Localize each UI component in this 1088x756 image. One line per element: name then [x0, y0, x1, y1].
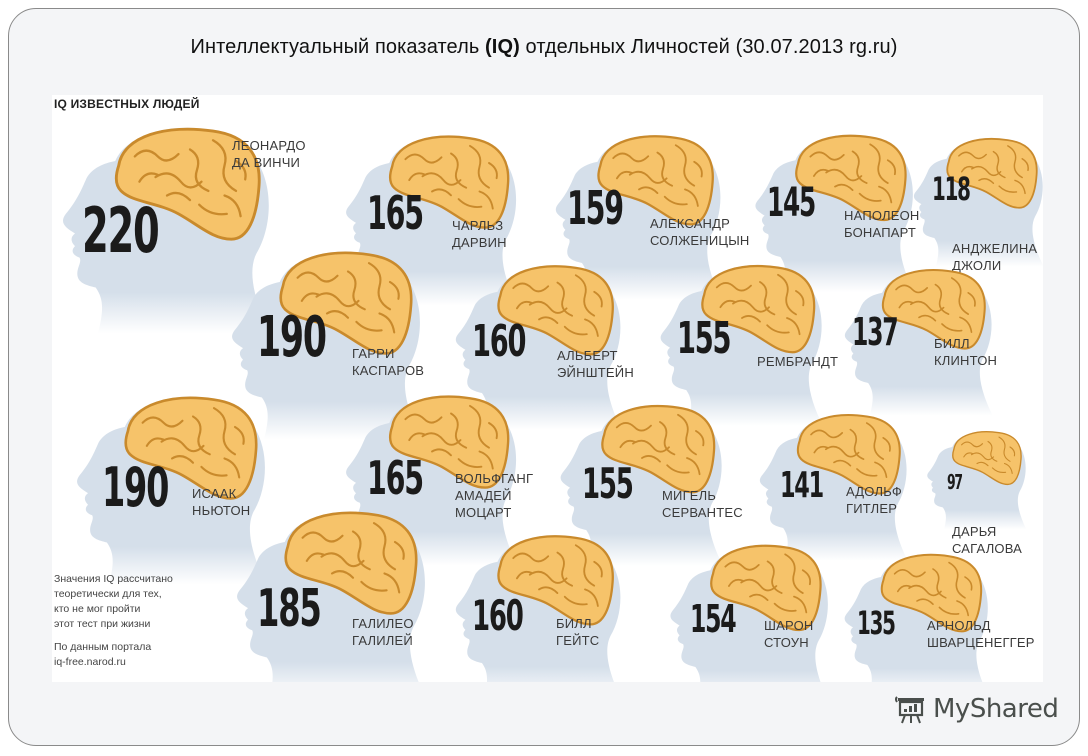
- iq-value: 165: [367, 186, 424, 240]
- slide-title: Интеллектуальный показатель (IQ) отдельн…: [0, 36, 1088, 59]
- title-text: Интеллектуальный показатель: [190, 36, 486, 58]
- person-name: Адольф Гитлер: [846, 484, 903, 516]
- iq-value: 185: [257, 579, 322, 639]
- iq-value: 190: [257, 305, 327, 370]
- title-text-rest: отдельных Личностей (30.07.2013 rg.ru): [519, 36, 898, 58]
- iq-value: 135: [857, 604, 896, 642]
- person-name: Билл Клинтон: [934, 336, 998, 368]
- iq-value: 155: [582, 459, 634, 508]
- iq-value: 141: [780, 465, 824, 506]
- person-name: Альберт Эйнштейн: [557, 348, 634, 380]
- head-silhouette-icon: [62, 127, 271, 334]
- brain-icon: [389, 395, 510, 489]
- iq-value: 137: [852, 310, 899, 354]
- brain-icon: [124, 396, 258, 500]
- iq-value: 160: [472, 591, 524, 640]
- iq-value: 118: [932, 170, 971, 208]
- brain-icon: [952, 431, 1022, 486]
- iq-value: 145: [767, 180, 816, 226]
- head-silhouette-icon: [844, 269, 993, 416]
- head-silhouette-icon: [670, 544, 828, 682]
- person-name: Мигель Сервантес: [662, 488, 743, 520]
- head-silhouette-icon: [455, 535, 621, 682]
- brain-icon: [880, 553, 983, 633]
- person-name: Арнольд Шварценеггер: [927, 618, 1035, 650]
- person-name: Чарльз Дарвин: [452, 218, 507, 250]
- head-silhouette-icon: [927, 431, 1027, 530]
- head-silhouette-icon: [660, 264, 823, 426]
- brain-icon: [114, 127, 261, 241]
- brain-icon: [284, 511, 418, 615]
- head-silhouette-icon: [560, 404, 723, 566]
- head-silhouette-icon: [755, 134, 915, 293]
- person-name: Рембрандт: [757, 354, 839, 369]
- iq-infographic: IQ ИЗВЕСТНЫХ ЛЮДЕЙ 220 Леонардо да Винчи …: [52, 95, 1043, 682]
- head-silhouette-icon: [77, 396, 267, 585]
- iq-value: 159: [567, 181, 624, 235]
- brain-icon: [795, 134, 907, 222]
- iq-value: 220: [82, 194, 160, 267]
- person-name: Вольфганг Амадей Моцарт: [455, 471, 534, 520]
- iq-value: 97: [947, 470, 963, 494]
- iq-value: 165: [367, 451, 424, 505]
- head-silhouette-icon: [237, 511, 425, 682]
- head-silhouette-icon: [455, 265, 622, 430]
- brain-icon: [279, 251, 413, 355]
- myshared-watermark: MyShared: [895, 694, 1059, 724]
- brain-icon: [597, 135, 714, 226]
- iq-value: 154: [690, 597, 737, 641]
- head-silhouette-icon: [555, 135, 722, 300]
- brain-icon: [710, 544, 822, 632]
- person-name: Билл Гейтс: [556, 616, 600, 648]
- brain-icon: [601, 404, 716, 494]
- iq-value: 155: [677, 313, 731, 364]
- methodology-note: Значения IQ рассчитано теоретически для …: [54, 573, 173, 630]
- presentation-board-icon: [895, 696, 924, 724]
- brain-icon: [497, 535, 614, 626]
- brain-icon: [389, 135, 510, 229]
- title-iq-bold: (IQ): [485, 36, 520, 58]
- source-note: По данным портала iq-free.narod.ru: [54, 641, 152, 668]
- head-silhouette-icon: [232, 251, 422, 440]
- infographic-heading: IQ ИЗВЕСТНЫХ ЛЮДЕЙ: [54, 97, 200, 111]
- person-name: Исаак Ньютон: [192, 486, 251, 518]
- person-name: Галилео Галилей: [352, 616, 414, 648]
- person-name: Дарья Сагалова: [952, 524, 1023, 556]
- brain-icon: [946, 138, 1038, 209]
- head-silhouette-icon: [913, 138, 1043, 267]
- brain-icon: [701, 264, 816, 354]
- iq-value: 190: [102, 456, 169, 519]
- person-name: Анджелина Джоли: [952, 241, 1038, 273]
- person-name: Александр Солженицын: [650, 216, 750, 248]
- person-name: Леонардо да Винчи: [232, 138, 306, 170]
- watermark-label: MyShared: [933, 694, 1059, 724]
- head-silhouette-icon: [759, 414, 908, 561]
- iq-value: 160: [472, 316, 526, 367]
- person-name: Наполеон Бонапарт: [844, 208, 920, 240]
- brain-icon: [497, 265, 614, 356]
- brain-icon: [796, 414, 901, 495]
- person-name: Шарон Стоун: [764, 618, 814, 650]
- person-name: Гарри Каспаров: [352, 346, 425, 378]
- head-silhouette-icon: [844, 553, 988, 682]
- brain-icon: [881, 269, 986, 350]
